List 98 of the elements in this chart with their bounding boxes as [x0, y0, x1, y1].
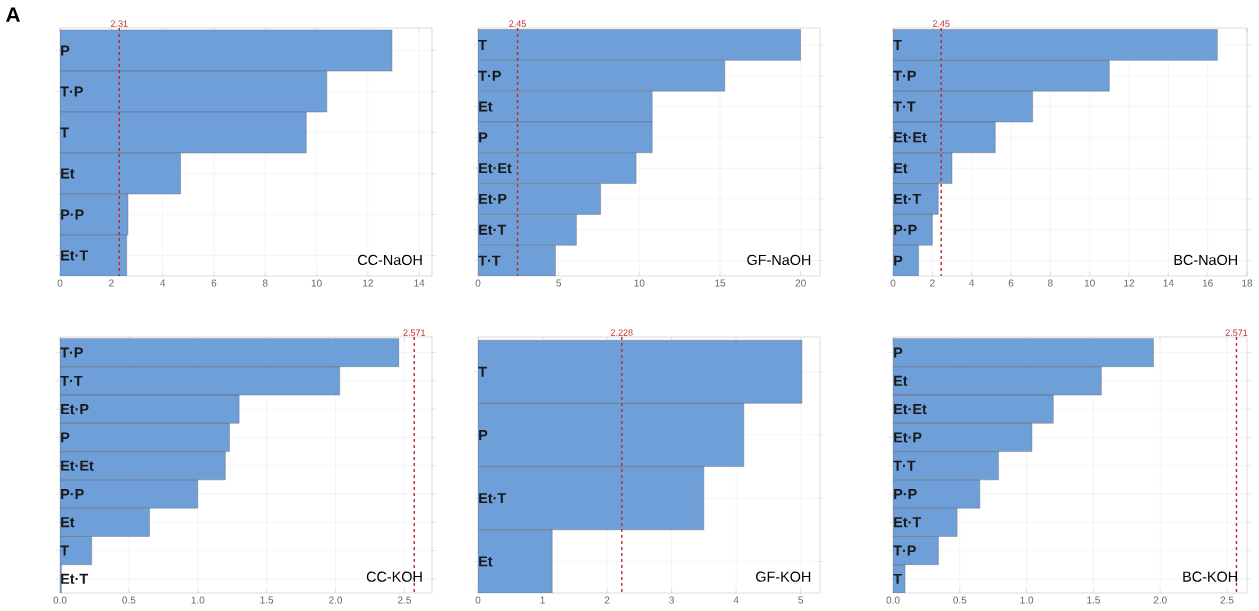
x-tick-label: 1.5: [1087, 596, 1100, 604]
text: CC-NaOH: [358, 254, 422, 266]
y-tick-label: Et·Et: [61, 460, 94, 471]
x-tick-label: 0: [475, 279, 481, 287]
x-tick-label: 2: [604, 596, 610, 604]
y-tick-label: Et·T: [61, 250, 89, 261]
y-tick-label: T: [478, 39, 487, 50]
x-tick-label: 2.0: [1153, 596, 1167, 604]
y-tick-label: T·T: [893, 460, 916, 471]
x-tick-label: 4: [969, 279, 975, 287]
text: A: [6, 7, 20, 22]
x-tick-label: 2.0: [329, 596, 343, 604]
ref-line-label: 2.45: [509, 20, 526, 27]
x-tick-label: 10: [311, 279, 322, 287]
y-tick-label: Et·P: [479, 193, 507, 204]
y-tick-label: Et: [894, 163, 908, 174]
text: BC-NaOH: [1174, 254, 1237, 266]
x-tick-label: 5: [556, 279, 562, 287]
x-tick-label: 20: [795, 279, 806, 287]
text: BC-KOH: [1183, 571, 1237, 582]
x-tick-label: 5: [798, 596, 804, 604]
y-tick-label: P·P: [61, 489, 84, 499]
x-tick-label: 0.0: [53, 596, 67, 604]
x-tick-label: 16: [1202, 279, 1213, 287]
y-tick-label: P: [479, 430, 488, 440]
y-tick-label: P: [894, 255, 903, 266]
x-tick-label: 12: [363, 279, 373, 287]
y-tick-label: P: [894, 347, 903, 358]
y-tick-label: T: [478, 366, 487, 377]
text: CC-KOH: [366, 571, 422, 582]
y-tick-label: Et: [894, 375, 908, 386]
x-tick-label: 1.5: [260, 596, 274, 604]
x-tick-label: 6: [1008, 279, 1014, 287]
y-tick-label: T·P: [60, 347, 83, 358]
x-tick-label: 14: [414, 279, 425, 287]
y-tick-label: Et: [479, 101, 493, 112]
x-tick-label: 10: [634, 279, 645, 287]
x-tick-label: 10: [1084, 279, 1095, 287]
x-tick-label: 0.0: [886, 596, 900, 604]
ref-line-label: 2.45: [932, 20, 950, 27]
y-tick-label: Et·T: [894, 517, 922, 528]
y-tick-label: Et·Et: [894, 132, 927, 143]
y-tick-label: T·P: [60, 86, 83, 97]
text: GF-NaOH: [747, 254, 811, 266]
y-tick-label: T·T: [893, 101, 916, 112]
y-tick-label: Et·Et: [894, 404, 927, 415]
x-tick-label: 1: [540, 596, 545, 604]
y-tick-label: Et: [479, 556, 493, 567]
x-tick-label: 6: [211, 279, 217, 287]
ref-line-label: 2.228: [610, 329, 633, 336]
x-tick-label: 4: [160, 279, 166, 287]
y-tick-label: Et: [61, 168, 75, 179]
y-tick-label: Et·T: [61, 573, 89, 584]
x-tick-label: 2: [930, 279, 935, 287]
x-tick-label: 8: [1048, 279, 1053, 287]
y-tick-label: Et·P: [894, 432, 922, 443]
ref-line-label: 2.571: [1225, 329, 1248, 336]
y-tick-label: Et·T: [479, 224, 507, 235]
x-tick-label: 0: [890, 279, 896, 287]
x-tick-label: 15: [715, 279, 726, 287]
y-tick-label: P·P: [61, 209, 84, 220]
text: GF-KOH: [756, 571, 811, 582]
x-tick-label: 0.5: [122, 596, 136, 604]
y-tick-label: T: [60, 545, 69, 556]
x-tick-label: 8: [262, 279, 268, 287]
y-tick-label: T: [893, 39, 902, 50]
ref-line-label: 2.571: [403, 329, 426, 336]
ref-line-label: 2.31: [110, 20, 128, 27]
x-tick-label: 2: [109, 279, 114, 287]
x-tick-label: 2.5: [398, 596, 411, 604]
y-tick-label: Et·P: [61, 404, 89, 415]
y-tick-label: Et: [61, 517, 75, 528]
y-tick-label: T·P: [893, 70, 916, 81]
x-tick-label: 4: [733, 596, 739, 604]
y-tick-label: T·T: [478, 255, 501, 266]
y-tick-label: T·T: [60, 375, 83, 386]
x-tick-label: 14: [1163, 279, 1174, 287]
y-tick-label: P: [61, 432, 70, 443]
y-tick-label: T: [60, 127, 69, 138]
x-tick-label: 12: [1124, 279, 1135, 287]
x-tick-label: 1.0: [191, 596, 205, 604]
y-tick-label: T: [893, 573, 902, 584]
y-tick-label: P: [479, 132, 488, 143]
y-tick-label: P·P: [894, 224, 917, 235]
x-tick-label: 2.5: [1220, 596, 1234, 604]
x-tick-label: 1.0: [1020, 596, 1034, 604]
y-tick-label: T·P: [478, 70, 501, 81]
y-tick-label: Et·Et: [479, 163, 512, 174]
y-tick-label: P: [61, 45, 70, 56]
y-tick-label: Et·T: [894, 193, 922, 204]
x-tick-label: 18: [1242, 279, 1253, 287]
y-tick-label: P·P: [894, 489, 917, 499]
x-tick-label: 0.5: [953, 596, 967, 604]
y-tick-label: T·P: [893, 545, 916, 556]
x-tick-label: 0: [57, 279, 63, 287]
x-tick-label: 0: [475, 596, 481, 604]
x-tick-label: 3: [669, 596, 674, 604]
y-tick-label: Et·T: [479, 493, 507, 504]
